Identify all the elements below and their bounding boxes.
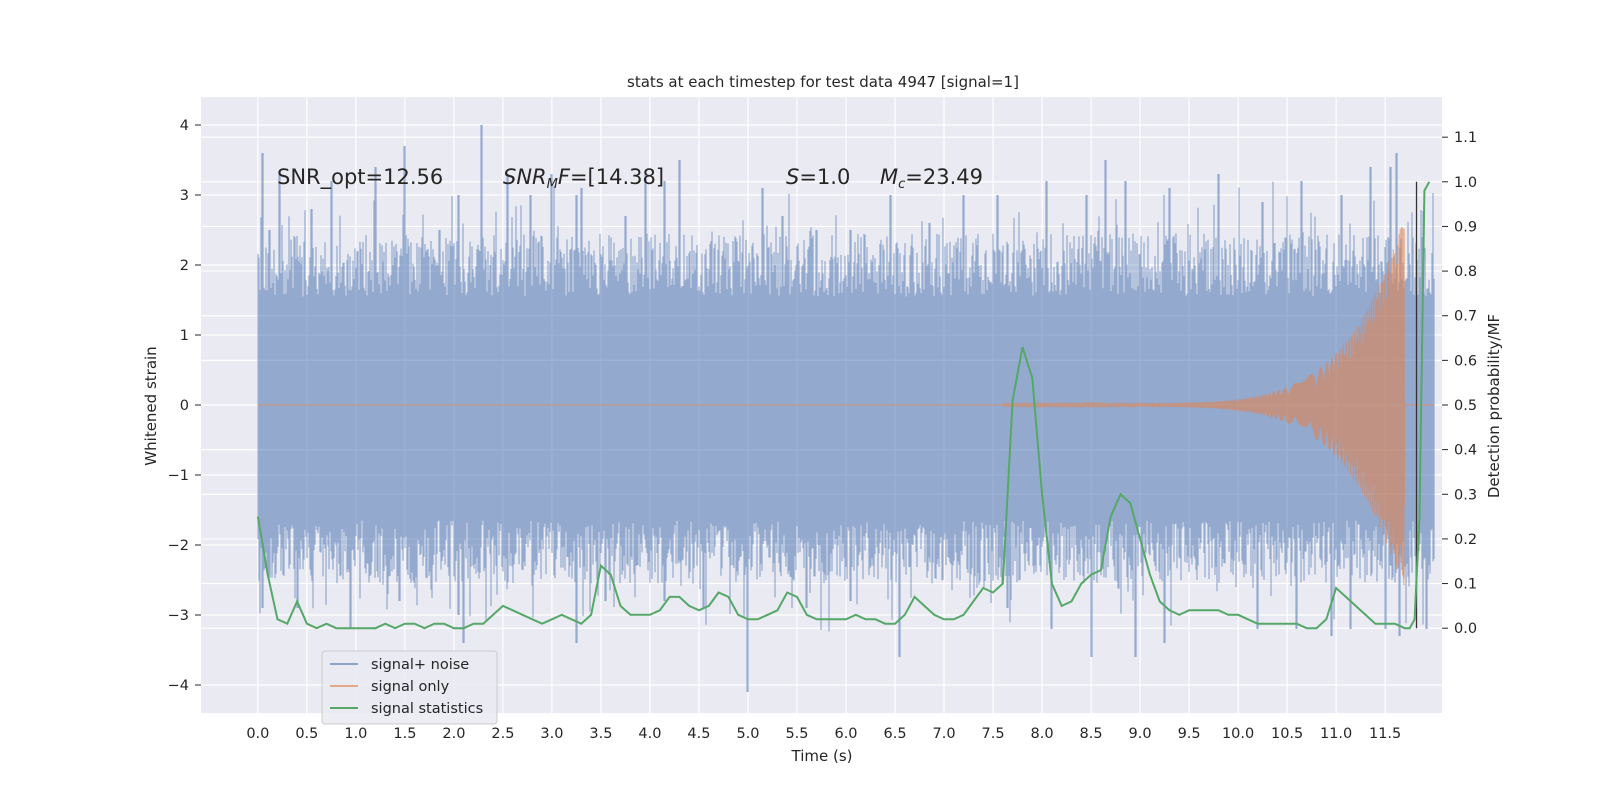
traces (256, 125, 1435, 692)
x-tick-label: 2.5 (491, 726, 514, 742)
y-right-tick-label: 0.9 (1454, 219, 1477, 235)
chart-title: stats at each timestep for test data 494… (627, 73, 1019, 91)
y-axis-label-left: Whitened strain (142, 346, 160, 465)
x-tick-label: 7.5 (982, 726, 1005, 742)
legend-label-signal-only: signal only (371, 679, 450, 695)
annotations: SNR_opt=12.56 SNRMF=[14.38] S=1.0 Mc=23.… (277, 165, 983, 192)
y-tick-label: 3 (180, 188, 189, 204)
series-signal-statistics (256, 181, 1431, 630)
y-right-tick-label: 1.0 (1454, 175, 1477, 191)
x-tick-label: 3.0 (540, 726, 563, 742)
annotation-s: S=1.0 (786, 165, 850, 189)
legend: signal+ noise signal only signal statist… (321, 650, 498, 725)
y-tick-label: 1 (180, 328, 189, 344)
y-right-tick-label: 0.8 (1454, 264, 1477, 280)
x-tick-label: 4.0 (638, 726, 661, 742)
y-right-tick-label: 0.5 (1454, 398, 1477, 414)
annotation-mc: Mc=23.49 (880, 165, 983, 192)
y-right-tick-label: 0.6 (1454, 353, 1477, 369)
y-tick-label: −1 (168, 468, 189, 484)
annotation-snr-opt: SNR_opt=12.56 (277, 165, 443, 190)
x-tick-label: 8.0 (1031, 726, 1054, 742)
y-tick-label: −2 (168, 538, 189, 554)
legend-label-signal-noise: signal+ noise (371, 657, 469, 673)
x-tick-label: 10.0 (1222, 726, 1254, 742)
y-right-tick-label: 0.3 (1454, 487, 1477, 503)
x-tick-label: 0.0 (246, 726, 269, 742)
x-tick-label: 9.0 (1129, 726, 1152, 742)
x-tick-label: 11.5 (1369, 726, 1401, 742)
series-signal-noise (257, 125, 1435, 692)
x-axis-label: Time (s) (791, 747, 853, 765)
x-tick-label: 6.5 (883, 726, 906, 742)
x-tick-label: 9.5 (1178, 726, 1201, 742)
x-tick-label: 5.0 (736, 726, 759, 742)
y-ticks-right: 1.1 1.0 0.9 0.8 0.7 0.6 0.5 0.4 0.3 0.2 0.1 0.0 (1442, 130, 1477, 637)
y-ticks-left: 4 3 2 1 0 −1 −2 −3 −4 (168, 118, 201, 694)
x-ticks: 0.0 0.5 1.0 1.5 2.0 2.5 3.0 3.5 4.0 4.5 5.0 5.5 6.0 6… (246, 726, 1401, 742)
x-tick-label: 8.5 (1080, 726, 1103, 742)
y-axis-label-right: Detection probability/MF (1485, 314, 1503, 498)
y-tick-label: 2 (180, 258, 189, 274)
y-right-tick-label: 0.4 (1454, 443, 1477, 459)
x-tick-label: 3.5 (589, 726, 612, 742)
y-right-tick-label: 1.1 (1454, 130, 1477, 146)
y-right-tick-label: 0.7 (1454, 309, 1477, 325)
y-tick-label: 0 (180, 398, 189, 414)
y-tick-label: −3 (168, 608, 189, 624)
x-tick-label: 5.5 (785, 726, 808, 742)
x-tick-label: 7.0 (933, 726, 956, 742)
annotation-snr-mf: SNRMF=[14.38] (503, 165, 664, 192)
y-tick-label: −4 (168, 678, 189, 694)
series-signal-only (257, 226, 1435, 586)
y-right-tick-label: 0.1 (1454, 577, 1477, 593)
x-tick-label: 4.5 (687, 726, 710, 742)
y-tick-label: 4 (180, 118, 189, 134)
x-tick-label: 1.0 (344, 726, 367, 742)
x-tick-label: 11.0 (1320, 726, 1352, 742)
x-tick-label: 6.0 (834, 726, 857, 742)
x-tick-label: 10.5 (1271, 726, 1303, 742)
x-tick-label: 2.0 (442, 726, 465, 742)
y-right-tick-label: 0.0 (1454, 621, 1477, 637)
legend-label-signal-statistics: signal statistics (371, 701, 483, 717)
x-tick-label: 0.5 (295, 726, 318, 742)
y-right-tick-label: 0.2 (1454, 532, 1477, 548)
legend-box (321, 650, 498, 725)
x-tick-label: 1.5 (393, 726, 416, 742)
